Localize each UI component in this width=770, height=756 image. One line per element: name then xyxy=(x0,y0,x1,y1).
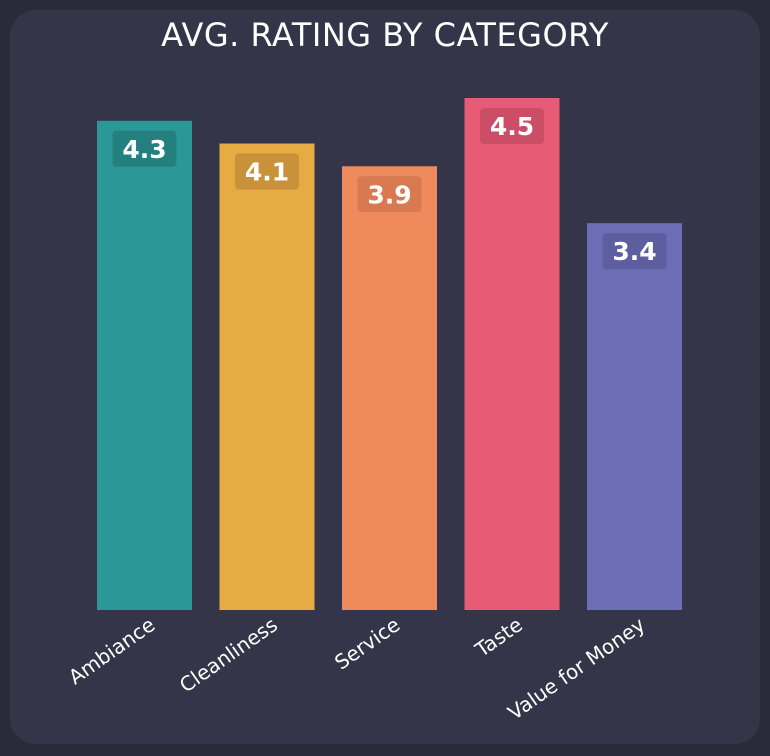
bar-service xyxy=(342,166,437,610)
x-tick-label: Service xyxy=(330,612,404,674)
x-tick-label: Cleanliness xyxy=(175,612,282,697)
x-tick-label: Value for Money xyxy=(503,612,649,724)
value-label-badge xyxy=(480,108,544,144)
x-tick-label: Taste xyxy=(470,612,527,662)
value-label: 3.9 xyxy=(367,180,411,209)
bar-ambiance xyxy=(97,120,192,610)
value-label-badge xyxy=(112,130,177,167)
value-label: 4.1 xyxy=(245,158,289,187)
value-label: 3.4 xyxy=(612,237,656,266)
value-label-badge xyxy=(602,233,667,270)
value-label: 4.3 xyxy=(122,135,166,164)
x-tick-label: Ambiance xyxy=(64,612,159,689)
bar-value-for-money xyxy=(587,223,682,610)
value-label-badge xyxy=(235,153,299,190)
bar-cleanliness xyxy=(219,143,315,610)
bar-taste xyxy=(464,98,560,610)
value-label: 4.5 xyxy=(490,112,534,141)
value-label-badge xyxy=(357,176,422,213)
chart-title: AVG. RATING BY CATEGORY xyxy=(161,16,609,54)
